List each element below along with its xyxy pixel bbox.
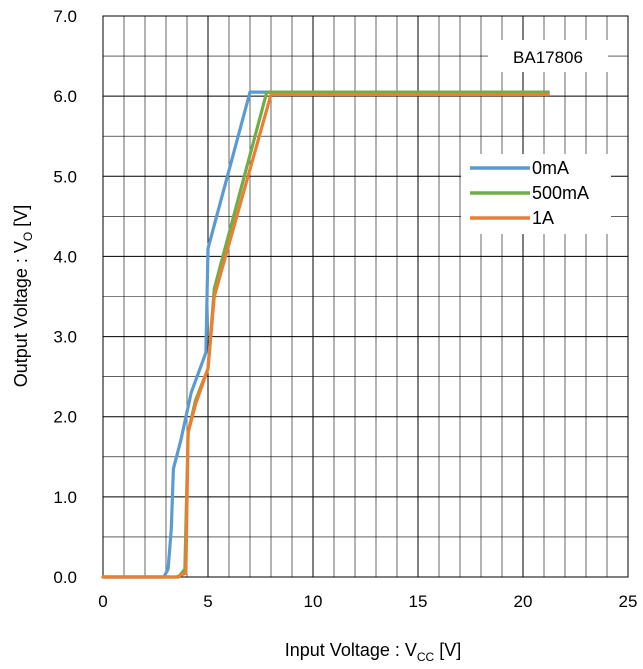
x-tick-label: 0 [98, 592, 107, 611]
x-tick-label: 10 [304, 592, 323, 611]
series-layer [101, 90, 550, 579]
series-line-0mA [101, 90, 550, 579]
x-tick-label: 15 [409, 592, 428, 611]
legend: 0mA 500mA 1A [461, 154, 611, 234]
x-tick-label: 20 [514, 592, 533, 611]
y-tick-label: 3.0 [53, 328, 77, 347]
y-tick-label: 1.0 [53, 488, 77, 507]
x-axis-title: Input Voltage : VCC [V] [285, 640, 461, 664]
x-tick-labels: 0 5 10 15 20 25 [98, 592, 637, 611]
chart-title-box [488, 40, 608, 72]
y-tick-label: 4.0 [53, 247, 77, 266]
y-tick-label: 5.0 [53, 167, 77, 186]
y-tick-labels: 0.0 1.0 2.0 3.0 4.0 5.0 6.0 7.0 [53, 7, 77, 587]
legend-label: 500mA [532, 183, 589, 203]
y-tick-label: 2.0 [53, 408, 77, 427]
y-axis-title: Output Voltage : VO [V] [11, 205, 35, 387]
x-tick-label: 5 [203, 592, 212, 611]
legend-label: 1A [532, 208, 554, 228]
chart-title: BA17806 [513, 48, 583, 67]
minor-grid [103, 16, 628, 577]
x-tick-label: 25 [619, 592, 638, 611]
legend-label: 0mA [532, 158, 569, 178]
y-tick-label: 6.0 [53, 87, 77, 106]
plot-frame [102, 15, 629, 578]
y-tick-label: 0.0 [53, 568, 77, 587]
y-tick-label: 7.0 [53, 7, 77, 26]
series-line-1A [101, 92, 550, 579]
